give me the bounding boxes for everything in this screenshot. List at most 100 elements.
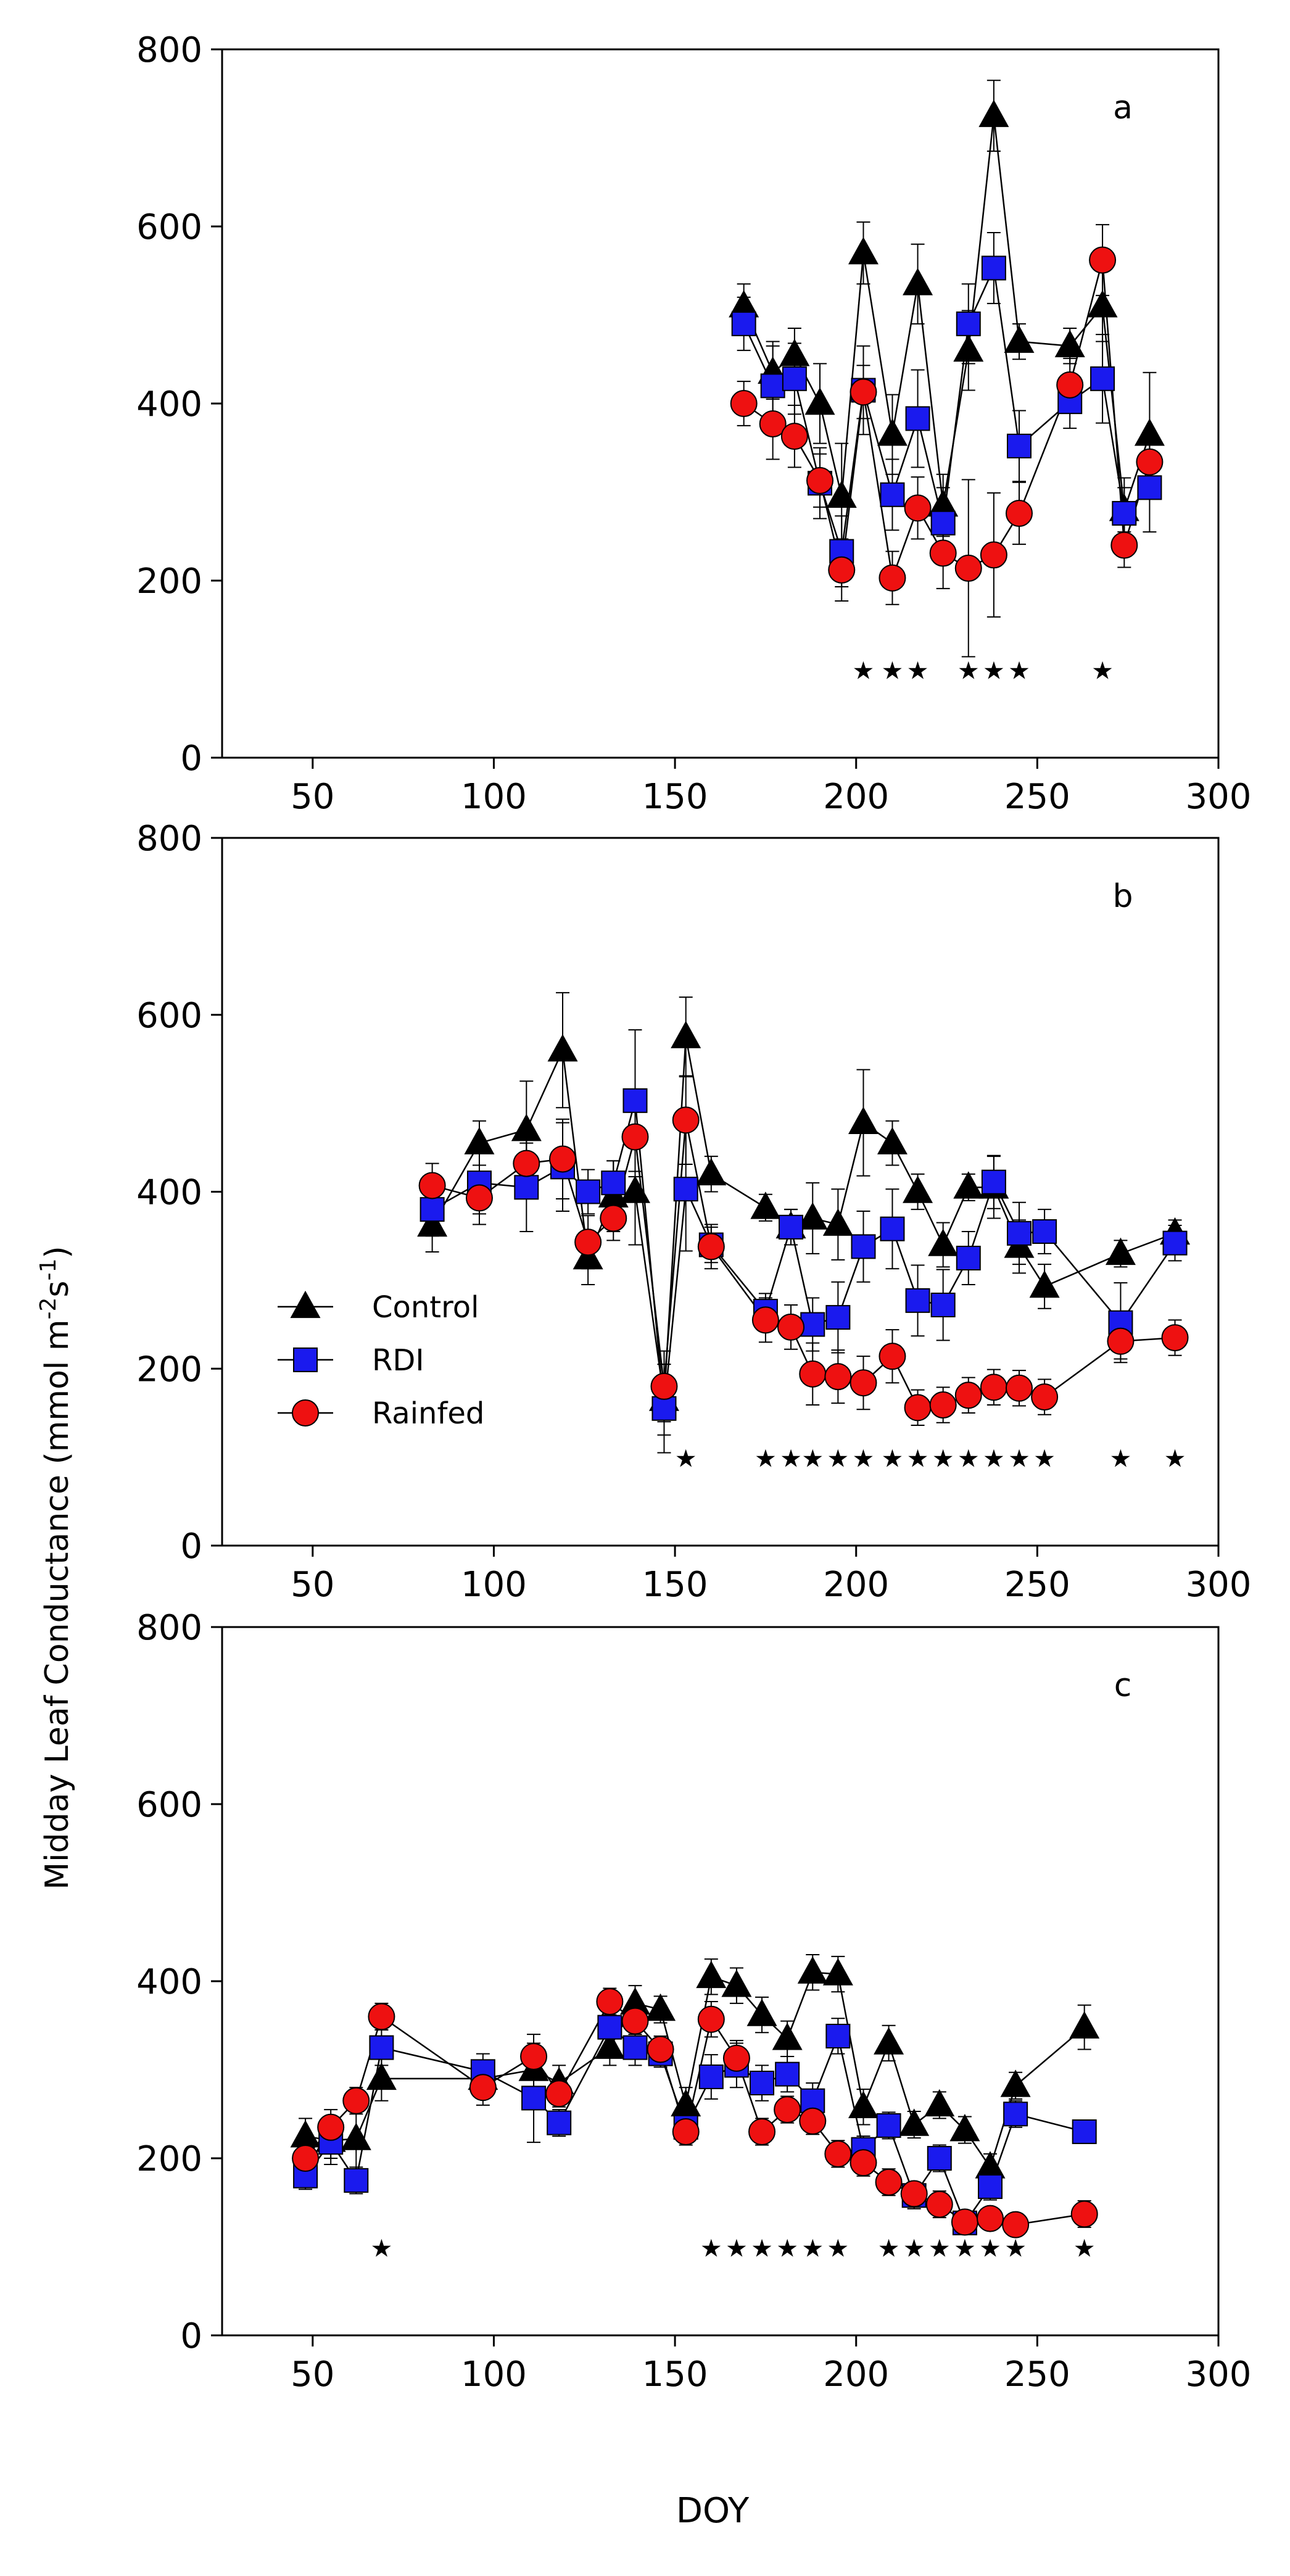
data-point-control [1105,1237,1136,1265]
data-point-rainfed [1161,1324,1189,1352]
significance-star: ★ [979,2235,1001,2263]
data-point-rdi [1007,1220,1032,1246]
data-point-rdi [1007,433,1032,458]
data-point-control [877,418,908,446]
data-point-control [848,2090,879,2119]
x-tick-label: 100 [461,777,527,817]
data-point-control [547,1034,578,1062]
data-point-control [804,387,835,415]
data-point-rdi [779,1214,804,1240]
significance-star: ★ [1073,2235,1096,2263]
y-axis-label-end: ) [39,1246,76,1258]
data-point-control [1054,329,1085,358]
data-point-rainfed [1110,531,1138,559]
data-point-control [511,1114,542,1141]
data-point-rainfed [850,2149,877,2177]
data-point-rdi [622,1088,648,1113]
data-point-rainfed [1107,1327,1135,1355]
x-tick-label: 150 [642,777,708,817]
y-tick-label: 200 [136,2139,202,2179]
data-point-rdi [760,373,785,399]
data-point-rainfed [650,1372,678,1400]
legend-marker-control [290,1290,321,1319]
data-point-rainfed [596,1988,624,2016]
data-point-rdi [1137,475,1162,500]
data-point-rainfed [697,1233,725,1261]
x-tick-label: 300 [1186,1565,1252,1605]
data-point-rainfed [879,1343,906,1370]
y-tick-label: 600 [136,1785,202,1825]
significance-star: ★ [907,1445,929,1473]
significance-star: ★ [957,1445,980,1473]
significance-star: ★ [1033,1445,1056,1473]
x-tick-label: 50 [291,2354,334,2395]
data-point-rdi [956,1246,981,1271]
data-point-control [899,2108,930,2136]
data-point-rainfed [904,494,932,522]
data-point-rdi [673,1177,698,1202]
data-point-rdi [601,1170,626,1196]
significance-markers: ★ ★ ★ ★ ★ ★ ★ [853,657,1114,685]
data-point-rainfed [545,2080,573,2108]
data-point-control [772,2023,803,2050]
data-point-rainfed [368,2003,395,2031]
x-tick-label: 300 [1186,2354,1252,2395]
y-axis-label-main: Midday Leaf Conductance (mmol m [39,1319,76,1889]
data-point-rdi [420,1197,445,1222]
data-point-control [1000,2069,1031,2097]
y-tick-label: 0 [180,1526,202,1567]
series-control-line [743,115,1151,510]
data-point-rainfed [672,1106,700,1134]
data-point-control [822,1958,853,1986]
data-point-control [671,1021,701,1048]
data-point-rainfed [1031,1383,1059,1411]
series-rainfed-line [743,260,1151,579]
data-point-rainfed [954,1381,982,1409]
data-point-control [903,1175,933,1203]
x-tick-label: 150 [642,1565,708,1605]
data-point-control [1134,418,1165,446]
data-point-rdi [978,2174,1003,2199]
significance-star: ★ [1008,1445,1030,1473]
data-point-rainfed [1056,371,1084,399]
data-point-rainfed [549,1145,577,1173]
significance-star: ★ [776,2235,798,2263]
data-point-rainfed [850,1369,877,1397]
significance-star: ★ [751,2235,773,2263]
significance-markers: ★ ★ ★ ★ ★ ★ ★ ★ ★ ★ ★ ★ ★ ★ [370,2235,1095,2263]
x-tick-label: 200 [823,2354,889,2395]
data-point-rainfed [342,2087,370,2114]
data-point-rainfed [647,2036,674,2063]
y-tick-label: 400 [136,384,202,425]
data-point-rainfed [951,2208,978,2236]
x-axis-label: DOY [676,2491,750,2531]
data-point-rainfed [828,556,856,584]
y-tick-label: 0 [180,2316,202,2356]
y-tick-label: 400 [136,1962,202,2002]
data-point-rainfed [875,2168,903,2196]
legend-label-rainfed: Rainfed [372,1396,484,1431]
legend-label-rdi: RDI [372,1343,424,1378]
y-tick-label: 800 [136,1608,202,1648]
panel-label: b [1112,878,1133,915]
data-point-rainfed [621,2007,649,2035]
significance-star: ★ [928,2235,951,2263]
significance-star: ★ [932,1445,954,1473]
significance-star: ★ [957,657,980,685]
data-point-control [924,2089,955,2117]
data-point-rdi [930,1293,956,1318]
significance-star: ★ [801,1445,824,1473]
y-axis-label-sup2: -1 [36,1259,61,1281]
significance-star: ★ [1164,1445,1186,1473]
x-tick-label: 200 [823,1565,889,1605]
significance-star: ★ [726,2235,748,2263]
data-point-control [953,1171,984,1199]
significance-star: ★ [700,2235,722,2263]
data-point-rdi [851,1234,876,1259]
data-point-rdi [880,482,905,507]
data-point-rdi [576,1179,601,1204]
significance-star: ★ [882,657,904,685]
data-point-rdi [1162,1230,1188,1256]
data-point-rainfed [929,539,957,567]
